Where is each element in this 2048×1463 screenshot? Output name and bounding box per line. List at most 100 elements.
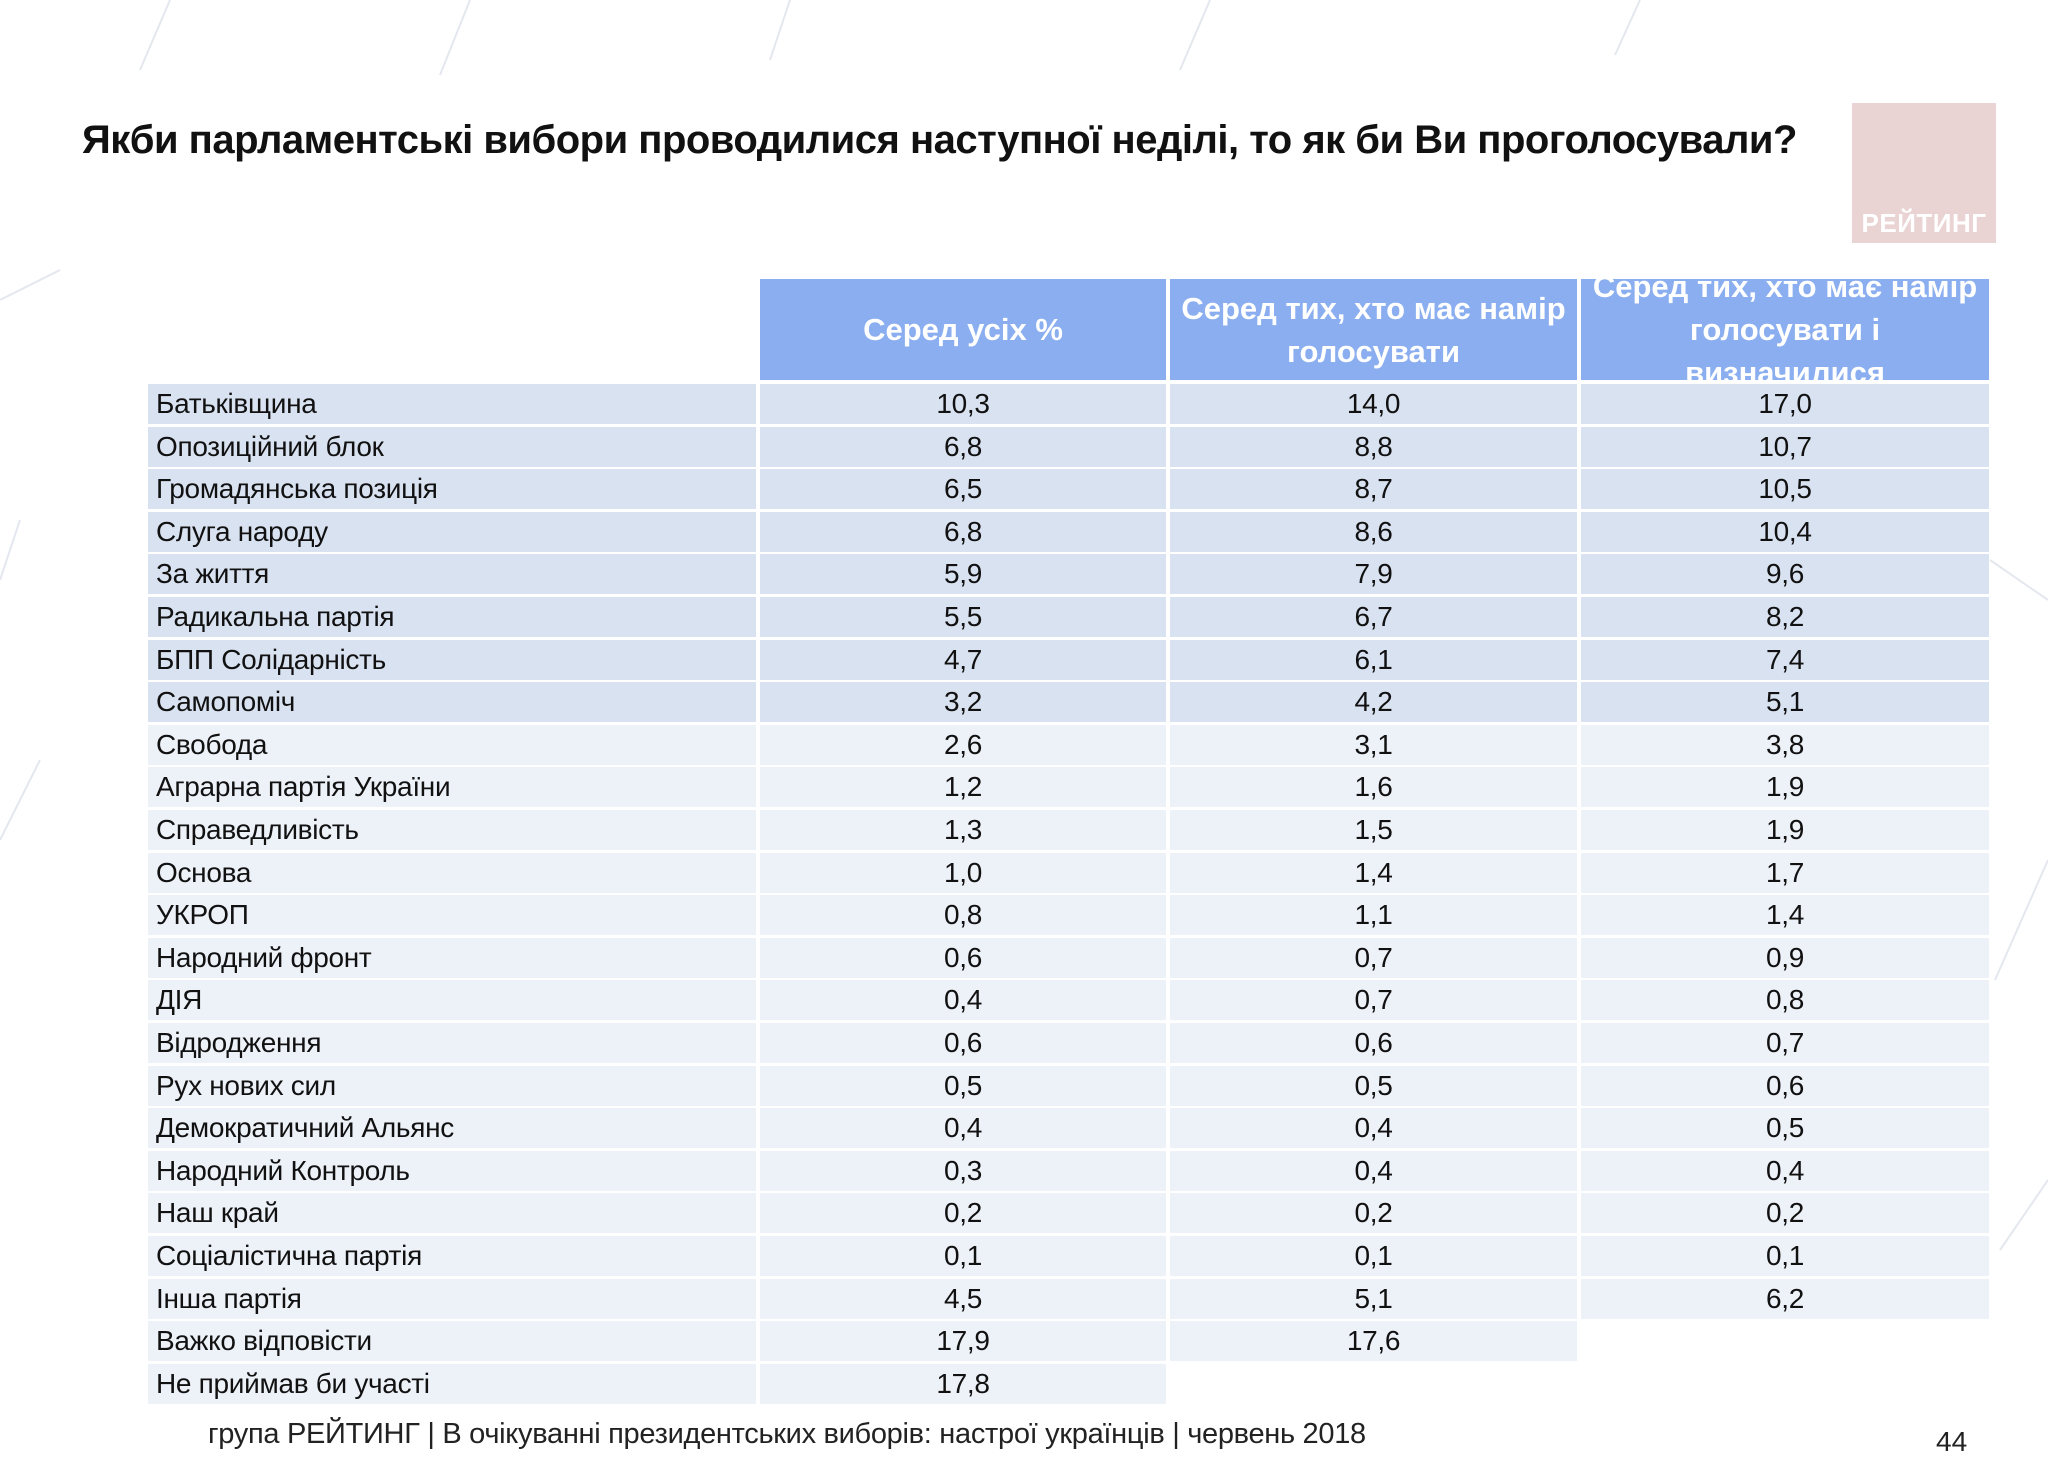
value-cell: 0,4 bbox=[1581, 1151, 1989, 1191]
value-cell: 6,5 bbox=[760, 469, 1166, 509]
value-cell: 1,3 bbox=[760, 810, 1166, 850]
value-cell: 17,6 bbox=[1170, 1321, 1577, 1361]
value-cell: 5,1 bbox=[1581, 682, 1989, 722]
party-label: Не приймав би участі bbox=[148, 1364, 756, 1404]
party-label: Соціалістична партія bbox=[148, 1236, 756, 1276]
value-cell: 1,4 bbox=[1581, 895, 1989, 935]
value-cell: 0,1 bbox=[1170, 1236, 1577, 1276]
logo-text: РЕЙТИНГ bbox=[1861, 208, 1987, 238]
value-cell: 0,2 bbox=[1581, 1193, 1989, 1233]
value-cell: 0,6 bbox=[760, 1023, 1166, 1063]
party-label: Опозиційний блок bbox=[148, 427, 756, 467]
party-label: Справедливість bbox=[148, 810, 756, 850]
value-cell: 6,8 bbox=[760, 427, 1166, 467]
value-cell: 3,1 bbox=[1170, 725, 1577, 765]
value-cell: 6,7 bbox=[1170, 597, 1577, 637]
value-cell: 4,2 bbox=[1170, 682, 1577, 722]
party-label: ДІЯ bbox=[148, 980, 756, 1020]
rating-logo: РЕЙТИНГ bbox=[1852, 103, 1996, 243]
value-cell: 1,4 bbox=[1170, 853, 1577, 893]
value-cell: 8,2 bbox=[1581, 597, 1989, 637]
value-cell: 0,5 bbox=[1170, 1066, 1577, 1106]
party-label: Батьківщина bbox=[148, 384, 756, 424]
value-cell: 8,6 bbox=[1170, 512, 1577, 552]
column-header-decided: Серед тих, хто має намір голосувати і ви… bbox=[1581, 269, 1989, 390]
value-cell: 4,7 bbox=[760, 640, 1166, 680]
value-cell: 0,5 bbox=[1581, 1108, 1989, 1148]
value-cell: 9,6 bbox=[1581, 554, 1989, 594]
value-cell: 5,1 bbox=[1170, 1279, 1577, 1319]
party-label: Народний Контроль bbox=[148, 1151, 756, 1191]
value-cell: 17,0 bbox=[1581, 384, 1989, 424]
party-label: Демократичний Альянс bbox=[148, 1108, 756, 1148]
value-cell: 6,1 bbox=[1170, 640, 1577, 680]
value-cell: 0,7 bbox=[1581, 1023, 1989, 1063]
value-cell: 17,9 bbox=[760, 1321, 1166, 1361]
value-cell: 10,4 bbox=[1581, 512, 1989, 552]
value-cell: 4,5 bbox=[760, 1279, 1166, 1319]
value-cell: 6,8 bbox=[760, 512, 1166, 552]
party-label: Громадянська позиція bbox=[148, 469, 756, 509]
party-label: Наш край bbox=[148, 1193, 756, 1233]
value-cell: 0,2 bbox=[1170, 1193, 1577, 1233]
party-label: Свобода bbox=[148, 725, 756, 765]
value-cell: 7,4 bbox=[1581, 640, 1989, 680]
party-label: Рух нових сил bbox=[148, 1066, 756, 1106]
value-cell: 1,0 bbox=[760, 853, 1166, 893]
party-label: Важко відповісти bbox=[148, 1321, 756, 1361]
column-header-intend-to-vote: Серед тих, хто має намір голосувати bbox=[1170, 279, 1577, 380]
value-cell: 0,6 bbox=[1170, 1023, 1577, 1063]
value-cell: 14,0 bbox=[1170, 384, 1577, 424]
value-cell: 5,9 bbox=[760, 554, 1166, 594]
value-cell: 0,4 bbox=[760, 980, 1166, 1020]
party-label: Відродження bbox=[148, 1023, 756, 1063]
value-cell: 0,4 bbox=[1170, 1108, 1577, 1148]
value-cell: 0,8 bbox=[1581, 980, 1989, 1020]
value-cell: 0,7 bbox=[1170, 938, 1577, 978]
party-label: БПП Солідарність bbox=[148, 640, 756, 680]
value-cell: 1,9 bbox=[1581, 767, 1989, 807]
value-cell: 1,1 bbox=[1170, 895, 1577, 935]
party-label: УКРОП bbox=[148, 895, 756, 935]
value-cell: 0,9 bbox=[1581, 938, 1989, 978]
value-cell: 10,3 bbox=[760, 384, 1166, 424]
value-cell: 6,2 bbox=[1581, 1279, 1989, 1319]
value-cell: 1,2 bbox=[760, 767, 1166, 807]
value-cell: 7,9 bbox=[1170, 554, 1577, 594]
footer-text: група РЕЙТИНГ | В очікуванні президентсь… bbox=[208, 1418, 1366, 1450]
page-number: 44 bbox=[1936, 1426, 1968, 1457]
value-cell: 0,8 bbox=[760, 895, 1166, 935]
value-cell: 2,6 bbox=[760, 725, 1166, 765]
value-cell: 3,8 bbox=[1581, 725, 1989, 765]
value-cell: 10,5 bbox=[1581, 469, 1989, 509]
value-cell: 5,5 bbox=[760, 597, 1166, 637]
party-label: Народний фронт bbox=[148, 938, 756, 978]
value-cell: 0,1 bbox=[760, 1236, 1166, 1276]
party-label: Радикальна партія bbox=[148, 597, 756, 637]
column-header-all: Серед усіх % bbox=[760, 279, 1166, 380]
value-cell: 0,6 bbox=[760, 938, 1166, 978]
value-cell: 8,8 bbox=[1170, 427, 1577, 467]
value-cell: 1,6 bbox=[1170, 767, 1577, 807]
value-cell: 10,7 bbox=[1581, 427, 1989, 467]
party-label: Основа bbox=[148, 853, 756, 893]
value-cell: 0,4 bbox=[760, 1108, 1166, 1148]
value-cell: 3,2 bbox=[760, 682, 1166, 722]
value-cell: 0,2 bbox=[760, 1193, 1166, 1233]
value-cell: 0,7 bbox=[1170, 980, 1577, 1020]
value-cell: 17,8 bbox=[760, 1364, 1166, 1404]
value-cell: 0,3 bbox=[760, 1151, 1166, 1191]
page-title: Якби парламентські вибори проводилися на… bbox=[82, 118, 1797, 162]
party-label: Самопоміч bbox=[148, 682, 756, 722]
value-cell: 0,6 bbox=[1581, 1066, 1989, 1106]
party-label: Слуга народу bbox=[148, 512, 756, 552]
value-cell: 1,7 bbox=[1581, 853, 1989, 893]
value-cell: 0,4 bbox=[1170, 1151, 1577, 1191]
value-cell: 0,1 bbox=[1581, 1236, 1989, 1276]
value-cell: 0,5 bbox=[760, 1066, 1166, 1106]
value-cell: 1,9 bbox=[1581, 810, 1989, 850]
value-cell: 1,5 bbox=[1170, 810, 1577, 850]
party-label: Інша партія bbox=[148, 1279, 756, 1319]
party-label: За життя bbox=[148, 554, 756, 594]
